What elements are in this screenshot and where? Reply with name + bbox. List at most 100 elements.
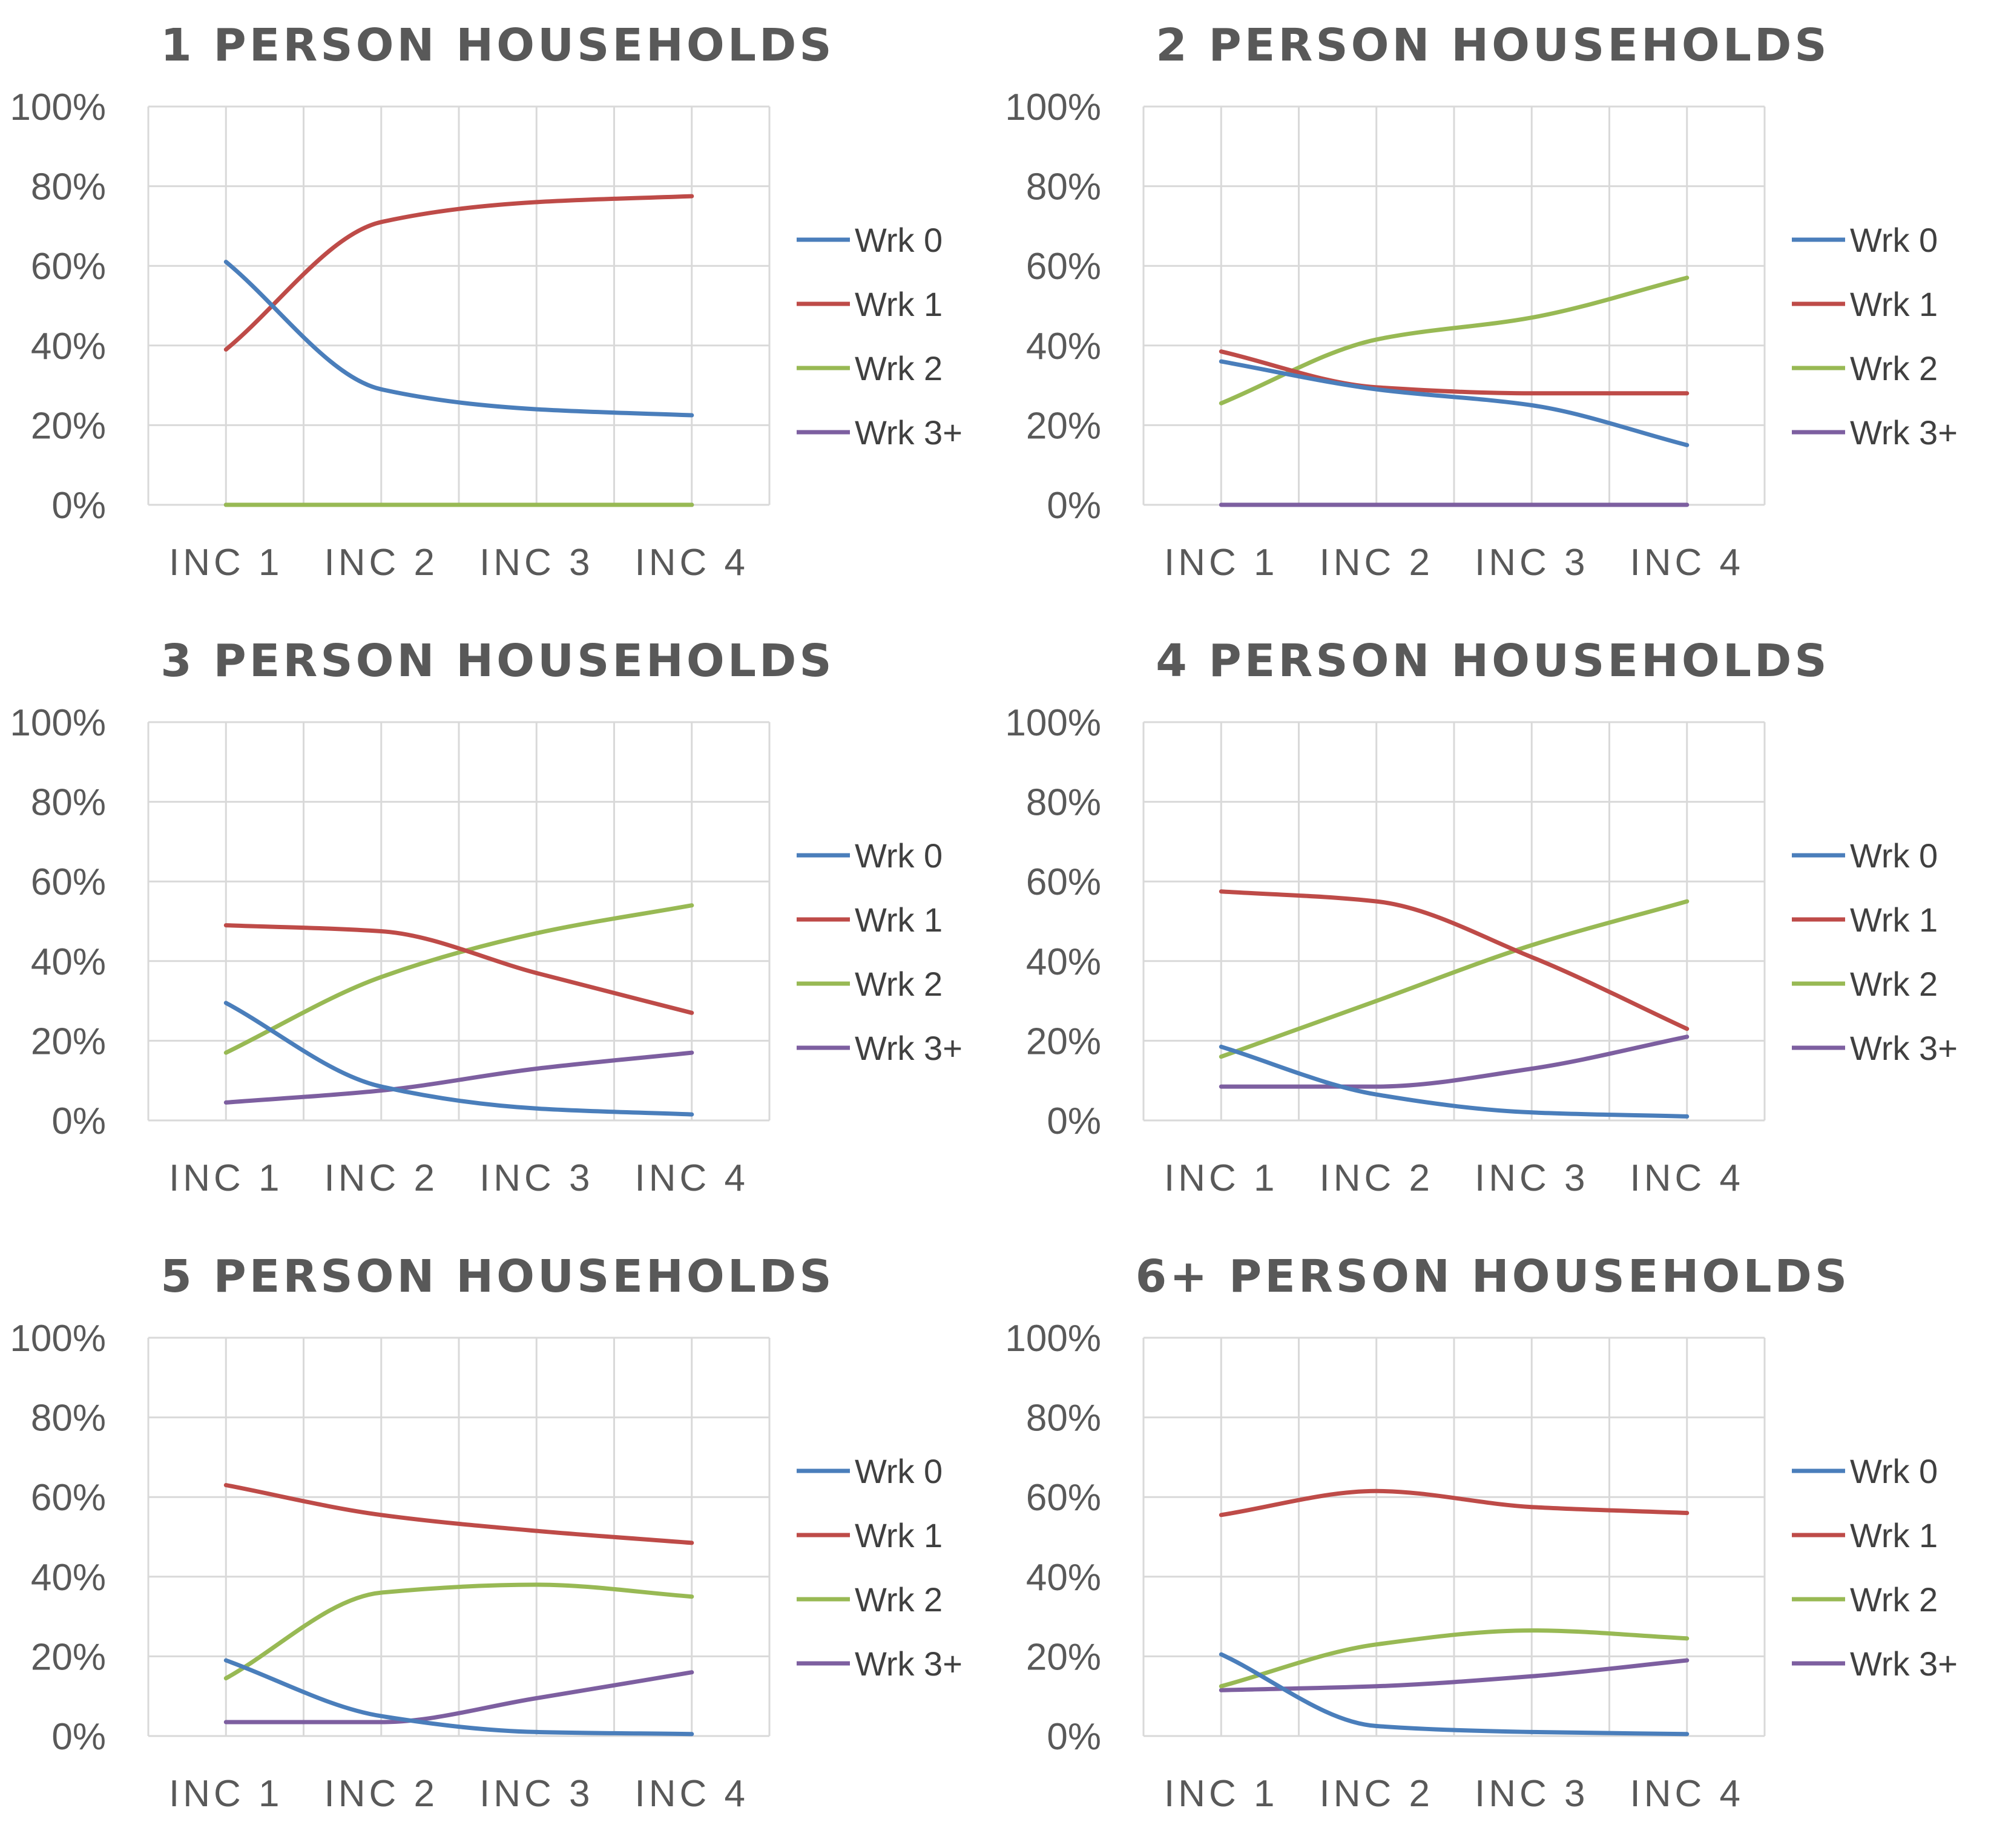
chart-panel: 0% 20% 40% 60% 80% 100% INC 1 INC 2 INC 3 INC 4 Wr… [0, 0, 995, 616]
series-line-wrk-1 [223, 194, 694, 352]
y-tick-label: 40% [1026, 941, 1101, 983]
legend-label: Wrk 1 [1850, 901, 1938, 939]
y-tick-label: 100% [10, 87, 106, 128]
y-tick-label: 40% [31, 941, 106, 983]
y-tick-label: 0% [1047, 485, 1101, 527]
legend-label: Wrk 2 [1850, 1580, 1938, 1619]
y-tick-label: 20% [1026, 1636, 1101, 1678]
y-tick-label: 20% [31, 405, 106, 447]
y-tick-label: 20% [31, 1021, 106, 1062]
x-tick-label: INC 3 [479, 542, 593, 584]
x-tick-label: INC 2 [324, 542, 438, 584]
legend-label: Wrk 3+ [1850, 413, 1958, 452]
line-chart: 0% 20% 40% 60% 80% 100% INC 1 INC 2 INC 3 INC 4 Wr… [1005, 702, 1957, 1199]
legend-label: Wrk 3+ [855, 413, 963, 452]
series-line-wrk-1 [1219, 1488, 1690, 1518]
y-tick-label: 80% [1026, 782, 1101, 824]
series-line-wrk-2 [1219, 899, 1690, 1059]
x-tick-label: INC 1 [169, 1157, 283, 1199]
y-tick-label: 80% [1026, 1398, 1101, 1439]
legend-label: Wrk 1 [855, 1516, 943, 1554]
x-tick-label: INC 2 [1320, 542, 1433, 584]
y-tick-label: 60% [1026, 246, 1101, 288]
series-line-wrk-1 [223, 923, 694, 1015]
y-tick-label: 60% [31, 1477, 106, 1519]
chart-panel: 0% 20% 40% 60% 80% 100% INC 1 INC 2 INC 3 INC 4 Wr… [995, 616, 1990, 1231]
series-line-wrk-1 [1219, 889, 1690, 1031]
line-chart: 0% 20% 40% 60% 80% 100% INC 1 INC 2 INC 3 INC 4 Wr… [10, 87, 963, 584]
x-tick-label: INC 1 [169, 1773, 283, 1815]
y-tick-label: 60% [31, 861, 106, 903]
series-line-wrk-1 [1219, 349, 1690, 396]
series-line-wrk-3plus [1219, 1034, 1690, 1089]
y-tick-label: 40% [31, 326, 106, 367]
y-tick-label: 100% [1005, 87, 1101, 128]
chart-panel: 0% 20% 40% 60% 80% 100% INC 1 INC 2 INC 3 INC 4 Wr… [995, 1231, 1990, 1847]
series-line-wrk-2 [223, 903, 694, 1055]
chart-title: 6+ PERSON HOUSEHOLDS [1135, 1251, 1851, 1303]
y-tick-label: 0% [51, 1100, 106, 1142]
x-tick-label: INC 3 [479, 1157, 593, 1199]
x-tick-label: INC 1 [1164, 1157, 1278, 1199]
series-line-wrk-0 [1219, 1652, 1690, 1737]
chart-title: 4 PERSON HOUSEHOLDS [1156, 635, 1830, 687]
series-line-wrk-0 [1219, 1044, 1690, 1119]
y-tick-label: 100% [1005, 702, 1101, 744]
x-tick-label: INC 3 [1475, 542, 1588, 584]
x-tick-label: INC 2 [324, 1157, 438, 1199]
x-tick-label: INC 3 [1475, 1773, 1588, 1815]
legend-label: Wrk 3+ [855, 1029, 963, 1067]
x-tick-label: INC 1 [169, 542, 283, 584]
y-tick-label: 20% [1026, 405, 1101, 447]
x-tick-label: INC 4 [635, 1157, 749, 1199]
y-tick-label: 40% [1026, 326, 1101, 367]
y-tick-label: 100% [10, 1318, 106, 1360]
y-tick-label: 100% [10, 702, 106, 744]
x-tick-label: INC 3 [1475, 1157, 1588, 1199]
legend-label: Wrk 1 [855, 285, 943, 323]
series-line-wrk-0 [223, 1658, 694, 1737]
legend-label: Wrk 2 [855, 349, 943, 387]
x-tick-label: INC 4 [1630, 542, 1744, 584]
x-tick-label: INC 1 [1164, 542, 1278, 584]
legend-label: Wrk 3+ [1850, 1645, 1958, 1683]
legend-label: Wrk 2 [1850, 965, 1938, 1003]
y-tick-label: 80% [31, 1398, 106, 1439]
x-tick-label: INC 2 [324, 1773, 438, 1815]
chart-title: 3 PERSON HOUSEHOLDS [160, 635, 835, 687]
series-line-wrk-2 [223, 1582, 694, 1681]
line-chart: 0% 20% 40% 60% 80% 100% INC 1 INC 2 INC 3 INC 4 Wr… [10, 702, 963, 1199]
y-tick-label: 80% [31, 782, 106, 824]
legend-label: Wrk 3+ [855, 1645, 963, 1683]
series-line-wrk-3plus [223, 1670, 694, 1725]
line-chart: 0% 20% 40% 60% 80% 100% INC 1 INC 2 INC 3 INC 4 Wr… [10, 1318, 963, 1815]
x-tick-label: INC 4 [1630, 1157, 1744, 1199]
legend-label: Wrk 1 [1850, 1516, 1938, 1554]
y-tick-label: 60% [1026, 1477, 1101, 1519]
series-line-wrk-0 [223, 260, 694, 418]
legend-label: Wrk 0 [855, 837, 943, 875]
legend-label: Wrk 0 [1850, 1452, 1938, 1490]
chart-panel: 0% 20% 40% 60% 80% 100% INC 1 INC 2 INC 3 INC 4 Wr… [0, 1231, 995, 1847]
legend-label: Wrk 2 [1850, 349, 1938, 387]
chart-panel: 0% 20% 40% 60% 80% 100% INC 1 INC 2 INC 3 INC 4 Wr… [0, 616, 995, 1231]
y-tick-label: 0% [51, 485, 106, 527]
y-tick-label: 0% [1047, 1100, 1101, 1142]
y-tick-label: 60% [31, 246, 106, 288]
series-line-wrk-3plus [1219, 1658, 1690, 1692]
x-tick-label: INC 2 [1320, 1157, 1433, 1199]
y-tick-label: 0% [51, 1716, 106, 1758]
series-line-wrk-2 [1219, 1628, 1690, 1689]
x-tick-label: INC 4 [635, 542, 749, 584]
legend-label: Wrk 1 [1850, 285, 1938, 323]
line-chart: 0% 20% 40% 60% 80% 100% INC 1 INC 2 INC 3 INC 4 Wr… [1005, 87, 1958, 584]
chart-panel: 0% 20% 40% 60% 80% 100% INC 1 INC 2 INC 3 INC 4 Wr… [995, 0, 1990, 616]
y-tick-label: 40% [31, 1557, 106, 1599]
y-tick-label: 60% [1026, 861, 1101, 903]
legend-label: Wrk 0 [1850, 837, 1938, 875]
legend-label: Wrk 2 [855, 1580, 943, 1619]
legend-label: Wrk 0 [1850, 221, 1938, 259]
chart-title: 1 PERSON HOUSEHOLDS [160, 19, 835, 71]
line-chart: 0% 20% 40% 60% 80% 100% INC 1 INC 2 INC 3 INC 4 Wr… [1005, 1318, 1958, 1815]
